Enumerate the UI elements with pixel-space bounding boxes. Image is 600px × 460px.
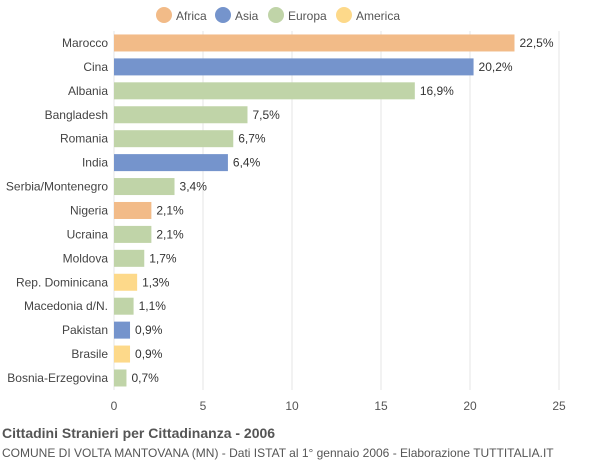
category-label: Cina — [83, 60, 108, 74]
bar-chart: 0 5 10 15 20 25 Marocco 22,5% Cina 20,2% Albania 16… — [6, 7, 566, 413]
x-tick-label: 0 — [111, 399, 118, 413]
category-label: Marocco — [62, 36, 108, 50]
category-label: Albania — [68, 84, 108, 98]
data-label: 2,1% — [156, 203, 184, 217]
x-tick-label: 25 — [552, 399, 566, 413]
data-label: 6,4% — [233, 156, 261, 170]
bar — [114, 106, 248, 124]
bar — [114, 249, 145, 267]
legend-swatch — [215, 7, 231, 23]
legend-label: America — [356, 9, 400, 23]
bar — [114, 297, 134, 315]
category-label: Nigeria — [70, 203, 108, 217]
data-label: 0,9% — [135, 323, 163, 337]
category-label: Moldova — [63, 251, 109, 265]
data-label: 2,1% — [156, 227, 184, 241]
legend-swatch — [336, 7, 352, 23]
bar — [114, 321, 131, 339]
data-label: 7,5% — [253, 108, 281, 122]
legend-label: Africa — [176, 9, 207, 23]
chart-source: COMUNE DI VOLTA MANTOVANA (MN) - Dati IS… — [2, 446, 554, 460]
category-label: Ucraina — [67, 227, 109, 241]
data-label: 20,2% — [479, 60, 513, 74]
data-label: 0,9% — [135, 347, 163, 361]
bar — [114, 34, 515, 52]
data-label: 3,4% — [180, 180, 208, 194]
category-label: Romania — [60, 132, 108, 146]
bar — [114, 154, 228, 172]
bar — [114, 58, 474, 76]
chart-title: Cittadini Stranieri per Cittadinanza - 2… — [2, 425, 276, 441]
category-label: Brasile — [71, 347, 108, 361]
category-label: Bosnia-Erzegovina — [7, 371, 108, 385]
bar — [114, 201, 152, 219]
bar — [114, 130, 234, 148]
bar — [114, 369, 127, 387]
category-label: Pakistan — [62, 323, 108, 337]
data-label: 1,7% — [149, 251, 177, 265]
data-label: 16,9% — [420, 84, 454, 98]
data-label: 6,7% — [238, 132, 266, 146]
category-label: India — [82, 156, 108, 170]
legend-label: Europa — [288, 9, 327, 23]
x-tick-label: 5 — [200, 399, 207, 413]
bar — [114, 178, 175, 196]
data-label: 1,3% — [142, 275, 170, 289]
bar — [114, 273, 138, 291]
bar — [114, 345, 131, 363]
category-label: Rep. Dominicana — [16, 275, 108, 289]
legend-swatch — [268, 7, 284, 23]
legend-swatch — [156, 7, 172, 23]
data-label: 22,5% — [520, 36, 554, 50]
bar — [114, 82, 415, 100]
category-label: Macedonia d/N. — [24, 299, 108, 313]
legend-label: Asia — [235, 9, 259, 23]
category-label: Serbia/Montenegro — [6, 180, 108, 194]
x-tick-label: 10 — [285, 399, 299, 413]
x-tick-label: 20 — [463, 399, 477, 413]
data-label: 0,7% — [131, 371, 159, 385]
x-tick-label: 15 — [374, 399, 388, 413]
bar — [114, 225, 152, 243]
category-label: Bangladesh — [45, 108, 108, 122]
data-label: 1,1% — [139, 299, 167, 313]
